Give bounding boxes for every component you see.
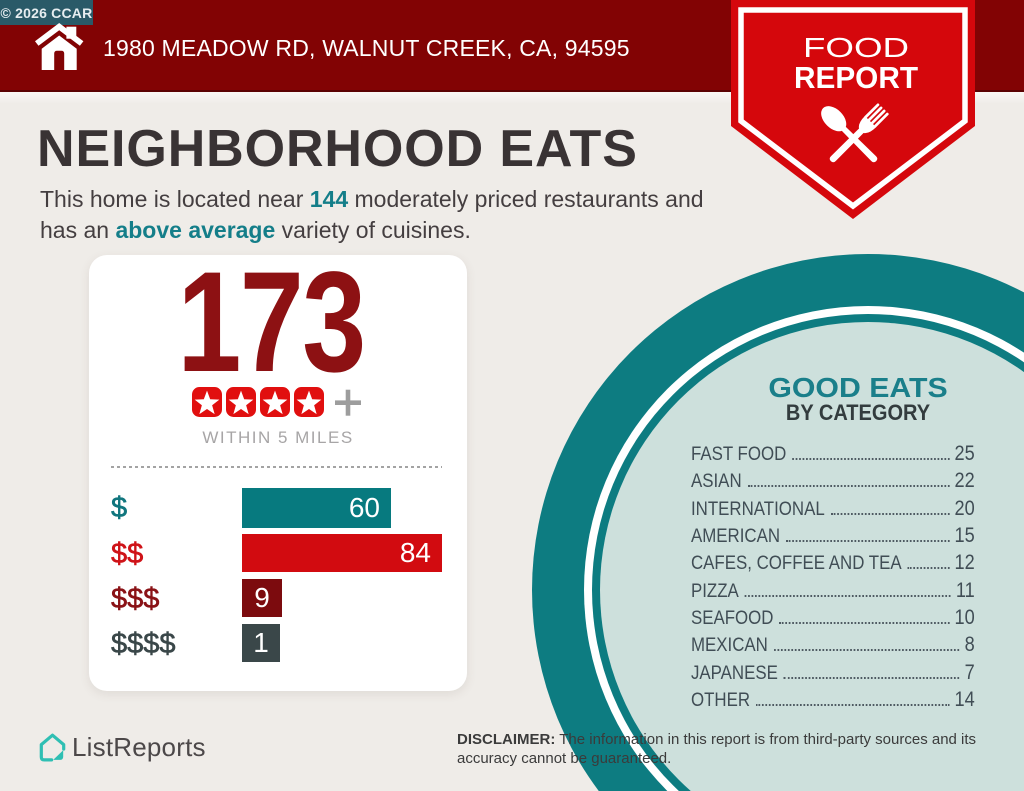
svg-text:FOOD: FOOD	[803, 32, 909, 63]
svg-text:REPORT: REPORT	[794, 61, 918, 95]
